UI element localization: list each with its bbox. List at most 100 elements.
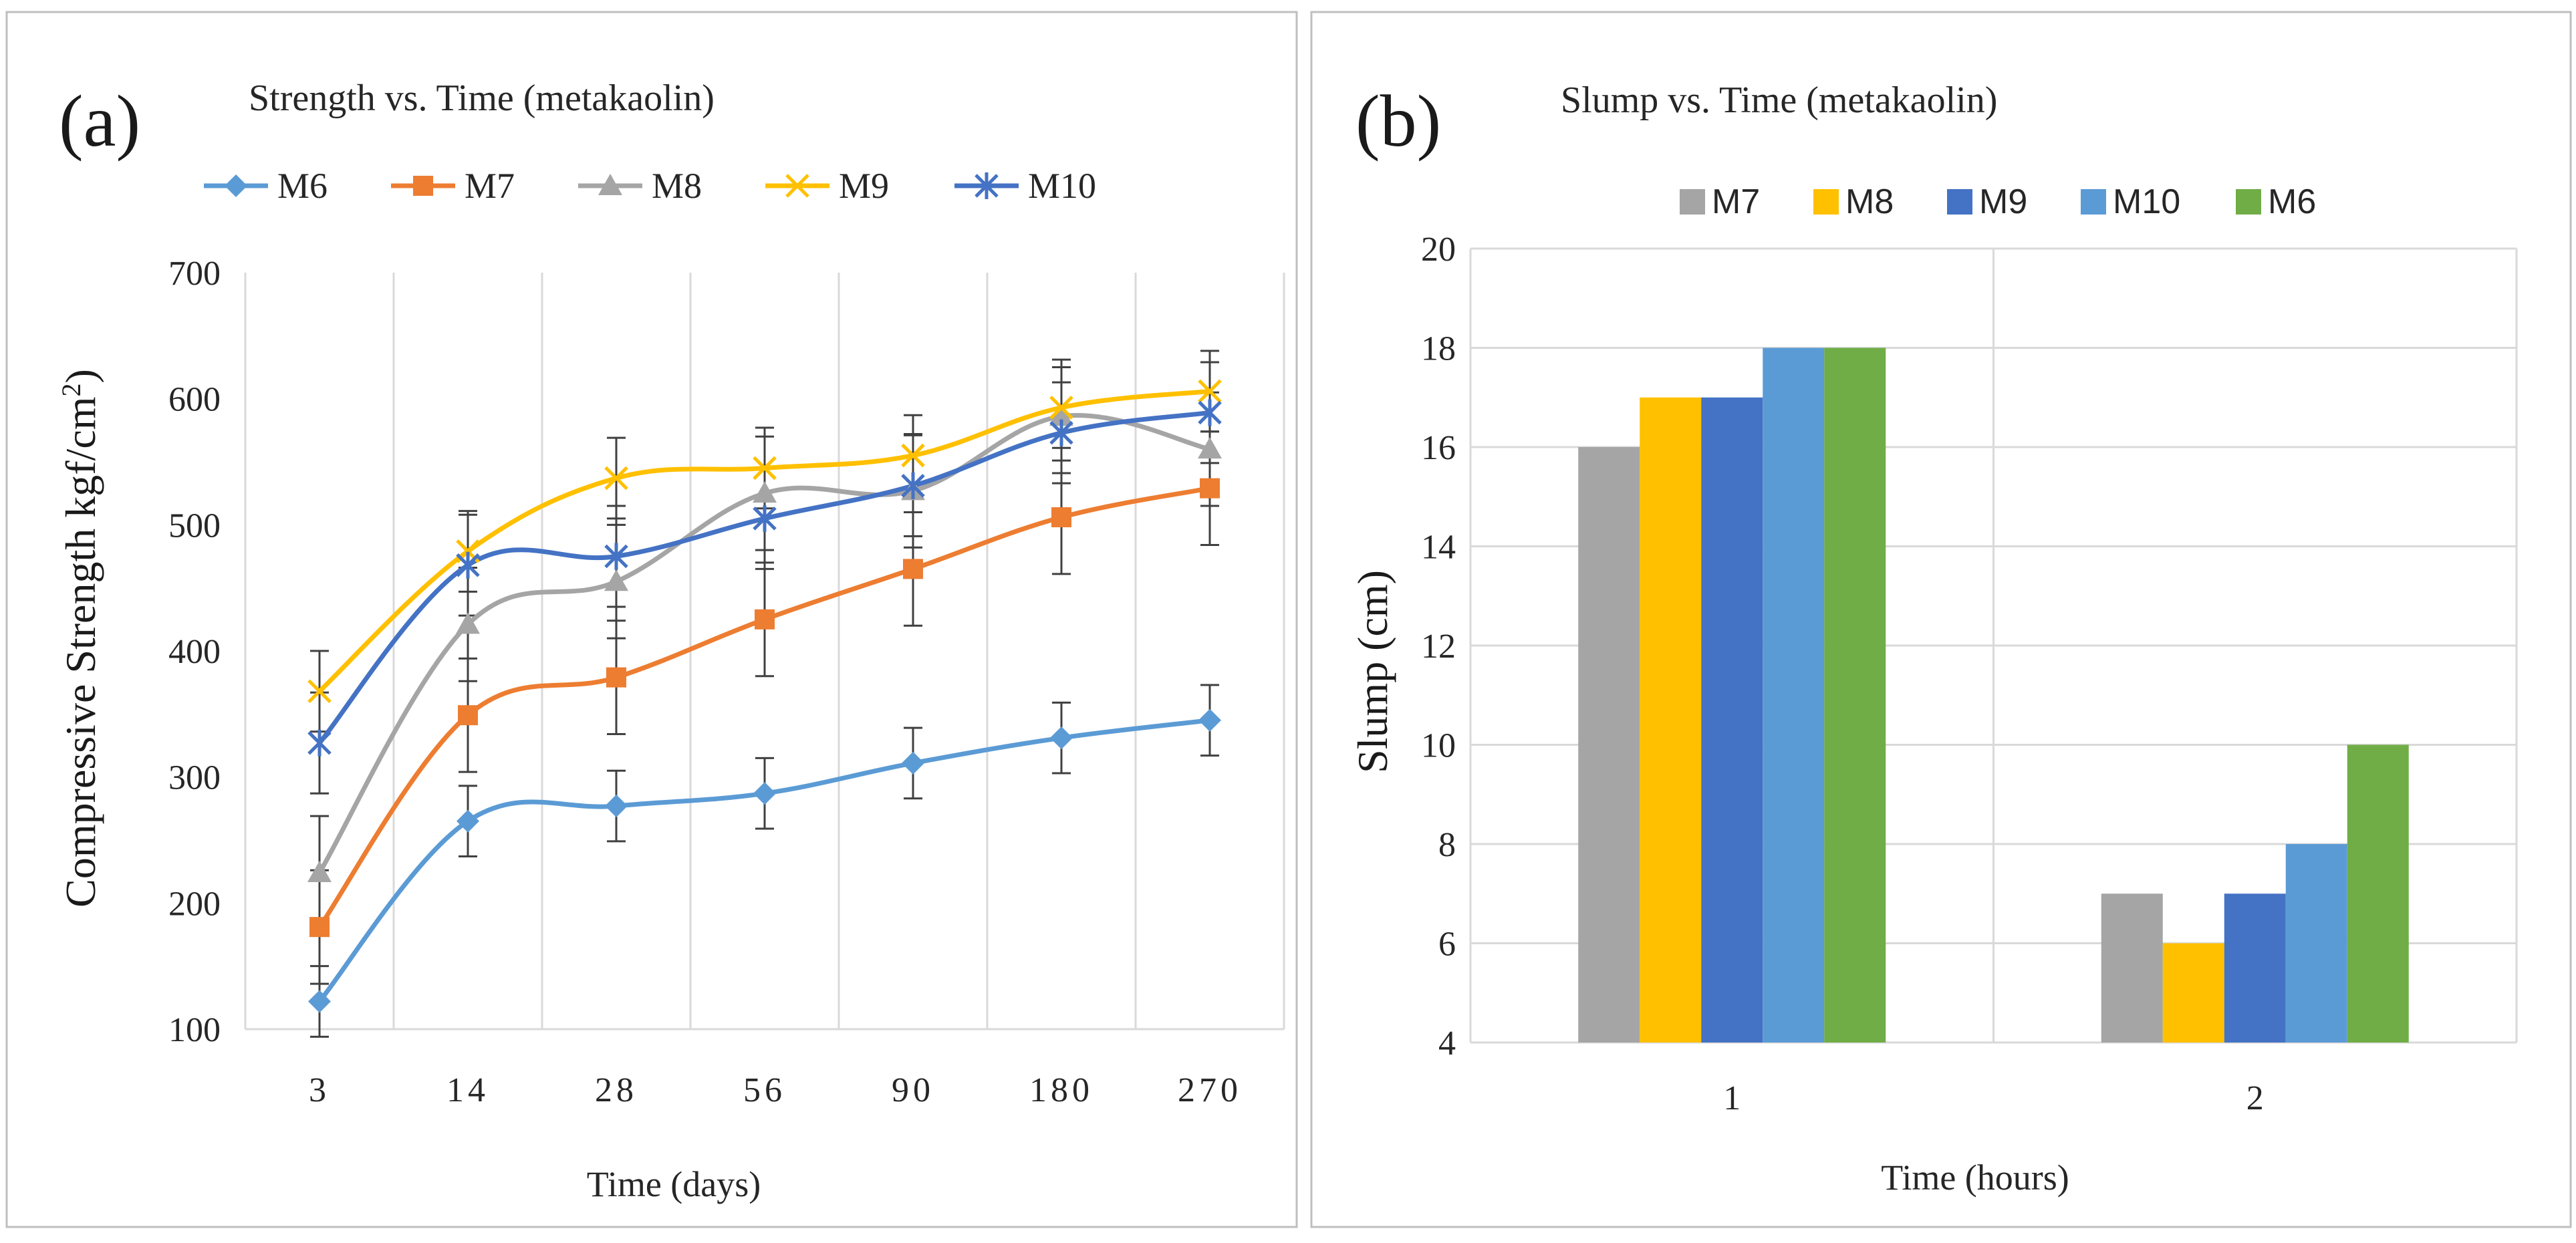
strength-x-tick-28: 28 xyxy=(595,1071,638,1109)
strength-legend-marker-M10 xyxy=(975,172,999,199)
strength-legend-marker-M9 xyxy=(785,174,809,198)
strength-point-M8-6 xyxy=(1198,437,1222,459)
strength-chart-title: Strength vs. Time (metakaolin) xyxy=(249,78,715,119)
slump-legend-label-M7: M7 xyxy=(1712,182,1760,221)
slump-legend-swatch-M7 xyxy=(1680,189,1705,215)
strength-x-tick-3: 3 xyxy=(309,1071,330,1109)
slump-y-axis-title: Slump (cm) xyxy=(1349,570,1396,773)
strength-point-M9-4 xyxy=(901,443,925,468)
slump-bar-M7-1 xyxy=(1578,447,1640,1043)
strength-point-M10-3 xyxy=(753,505,777,532)
strength-x-tick-14: 14 xyxy=(446,1071,489,1109)
strength-point-M10-5 xyxy=(1049,419,1073,446)
strength-legend-label-M8: M8 xyxy=(652,166,702,206)
strength-point-M10-6 xyxy=(1198,399,1222,426)
strength-point-M7-0 xyxy=(309,917,330,938)
slump-y-tick-8: 8 xyxy=(1438,826,1456,864)
strength-point-M6-0 xyxy=(308,990,331,1013)
strength-point-M10-0 xyxy=(307,729,332,756)
strength-legend-label-M6: M6 xyxy=(277,166,328,206)
strength-panel-label: (a) xyxy=(59,80,140,162)
strength-y-tick-300: 300 xyxy=(168,759,221,797)
strength-point-M9-3-stroke-b xyxy=(753,456,777,480)
strength-point-M7-6 xyxy=(1200,478,1220,499)
slump-y-tick-12: 12 xyxy=(1421,628,1456,666)
strength-y-tick-200: 200 xyxy=(168,885,221,923)
strength-y-tick-700: 700 xyxy=(168,255,221,293)
slump-bar-M10-2 xyxy=(2285,844,2347,1043)
strength-y-tick-500: 500 xyxy=(168,507,221,545)
strength-point-M8-1 xyxy=(456,612,480,634)
strength-y-axis-title: Compressive Strength kgf/cm2) xyxy=(56,369,105,908)
strength-point-M8-3 xyxy=(753,481,777,503)
slump-chart-title: Slump vs. Time (metakaolin) xyxy=(1561,80,1997,121)
slump-x-tick-2: 2 xyxy=(2246,1079,2264,1117)
slump-legend-label-M10: M10 xyxy=(2113,182,2180,221)
strength-point-M9-5-stroke-b xyxy=(1049,396,1073,420)
strength-y-axis-title-main: Compressive Strength kgf/cm xyxy=(57,396,104,907)
slump-legend-label-M9: M9 xyxy=(1979,182,2027,221)
slump-y-tick-20: 20 xyxy=(1421,231,1456,269)
strength-x-tick-270: 270 xyxy=(1178,1071,1242,1109)
strength-x-tick-180: 180 xyxy=(1029,1071,1093,1109)
slump-y-tick-14: 14 xyxy=(1421,529,1456,567)
strength-point-M9-5 xyxy=(1049,396,1073,420)
strength-point-M9-6 xyxy=(1198,379,1222,404)
strength-point-M10-1 xyxy=(456,551,480,579)
slump-y-ticks: 4 6 8 10 12 14 16 18 20 xyxy=(1421,231,1456,1063)
strength-point-M9-4-stroke-b xyxy=(901,443,925,468)
strength-point-M10-2 xyxy=(604,543,628,570)
slump-x-tick-1: 1 xyxy=(1723,1079,1741,1117)
strength-point-M7-4 xyxy=(903,559,923,579)
strength-legend-marker-M8 xyxy=(598,174,622,195)
strength-point-M7-3 xyxy=(755,609,775,630)
slump-legend-swatch-M10 xyxy=(2081,189,2106,215)
strength-legend-label-M9: M9 xyxy=(839,166,889,206)
strength-series-markers xyxy=(307,379,1222,1013)
strength-legend-label-M10: M10 xyxy=(1028,166,1096,206)
strength-point-M6-5 xyxy=(1050,726,1073,750)
strength-y-tick-100: 100 xyxy=(168,1011,221,1049)
strength-point-M9-3 xyxy=(753,456,777,480)
strength-y-ticks: 100 200 300 400 500 600 700 xyxy=(168,255,221,1049)
slump-legend-swatch-M6 xyxy=(2236,189,2261,215)
strength-y-axis-title-sup: 2 xyxy=(56,383,86,396)
strength-point-M6-1 xyxy=(457,809,479,833)
slump-bar-M9-2 xyxy=(2224,893,2286,1043)
strength-line-M10 xyxy=(317,410,1210,744)
slump-bar-M8-1 xyxy=(1640,397,1702,1043)
slump-chart-frame xyxy=(1310,11,2572,1228)
strength-point-M6-6 xyxy=(1198,708,1221,732)
strength-legend: M6 M7 M8 M9 M10 xyxy=(204,166,1096,206)
slump-bars xyxy=(1578,348,2409,1043)
slump-y-tick-10: 10 xyxy=(1421,727,1456,765)
strength-point-M7-1 xyxy=(458,705,478,726)
strength-point-M7-5 xyxy=(1051,507,1071,528)
slump-bar-M10-1 xyxy=(1763,348,1825,1043)
slump-y-tick-4: 4 xyxy=(1438,1024,1456,1063)
strength-point-M9-0 xyxy=(307,679,332,704)
strength-legend-marker-M9-stroke-b xyxy=(785,174,809,198)
strength-legend-marker-M6 xyxy=(225,174,247,197)
strength-point-M8-2 xyxy=(604,569,628,591)
slump-legend-swatch-M9 xyxy=(1947,189,1972,215)
slump-y-tick-18: 18 xyxy=(1421,330,1456,368)
slump-y-tick-6: 6 xyxy=(1438,926,1456,964)
slump-bar-M7-2 xyxy=(2101,893,2163,1043)
slump-chart-panel: (b) Slump vs. Time (metakaolin) M7 M8 M9 M1… xyxy=(1310,11,2572,1228)
strength-point-M7-2 xyxy=(606,667,626,688)
strength-y-tick-600: 600 xyxy=(168,381,221,419)
strength-point-M8-0 xyxy=(307,861,332,883)
strength-point-M6-3 xyxy=(753,782,776,805)
strength-x-axis-title: Time (days) xyxy=(587,1164,761,1204)
strength-x-tick-56: 56 xyxy=(743,1071,786,1109)
strength-y-axis-title-close: ) xyxy=(57,369,104,383)
slump-x-axis-title: Time (hours) xyxy=(1881,1157,2069,1198)
strength-x-tick-90: 90 xyxy=(892,1071,934,1109)
slump-bar-M9-1 xyxy=(1701,397,1763,1043)
slump-legend-label-M6: M6 xyxy=(2268,182,2316,221)
strength-point-M8-5 xyxy=(1049,404,1073,426)
strength-x-ticks: 3 14 28 56 90 180 270 xyxy=(309,1071,1242,1109)
strength-legend-label-M7: M7 xyxy=(465,166,515,206)
